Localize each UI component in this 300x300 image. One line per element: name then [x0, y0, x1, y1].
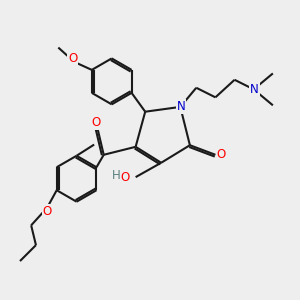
- Text: O: O: [121, 171, 130, 184]
- Text: N: N: [250, 83, 259, 96]
- Text: N: N: [177, 100, 185, 113]
- Text: O: O: [43, 205, 52, 218]
- Text: O: O: [68, 52, 77, 64]
- Text: O: O: [217, 148, 226, 161]
- Text: H: H: [112, 169, 120, 182]
- Text: O: O: [91, 116, 101, 129]
